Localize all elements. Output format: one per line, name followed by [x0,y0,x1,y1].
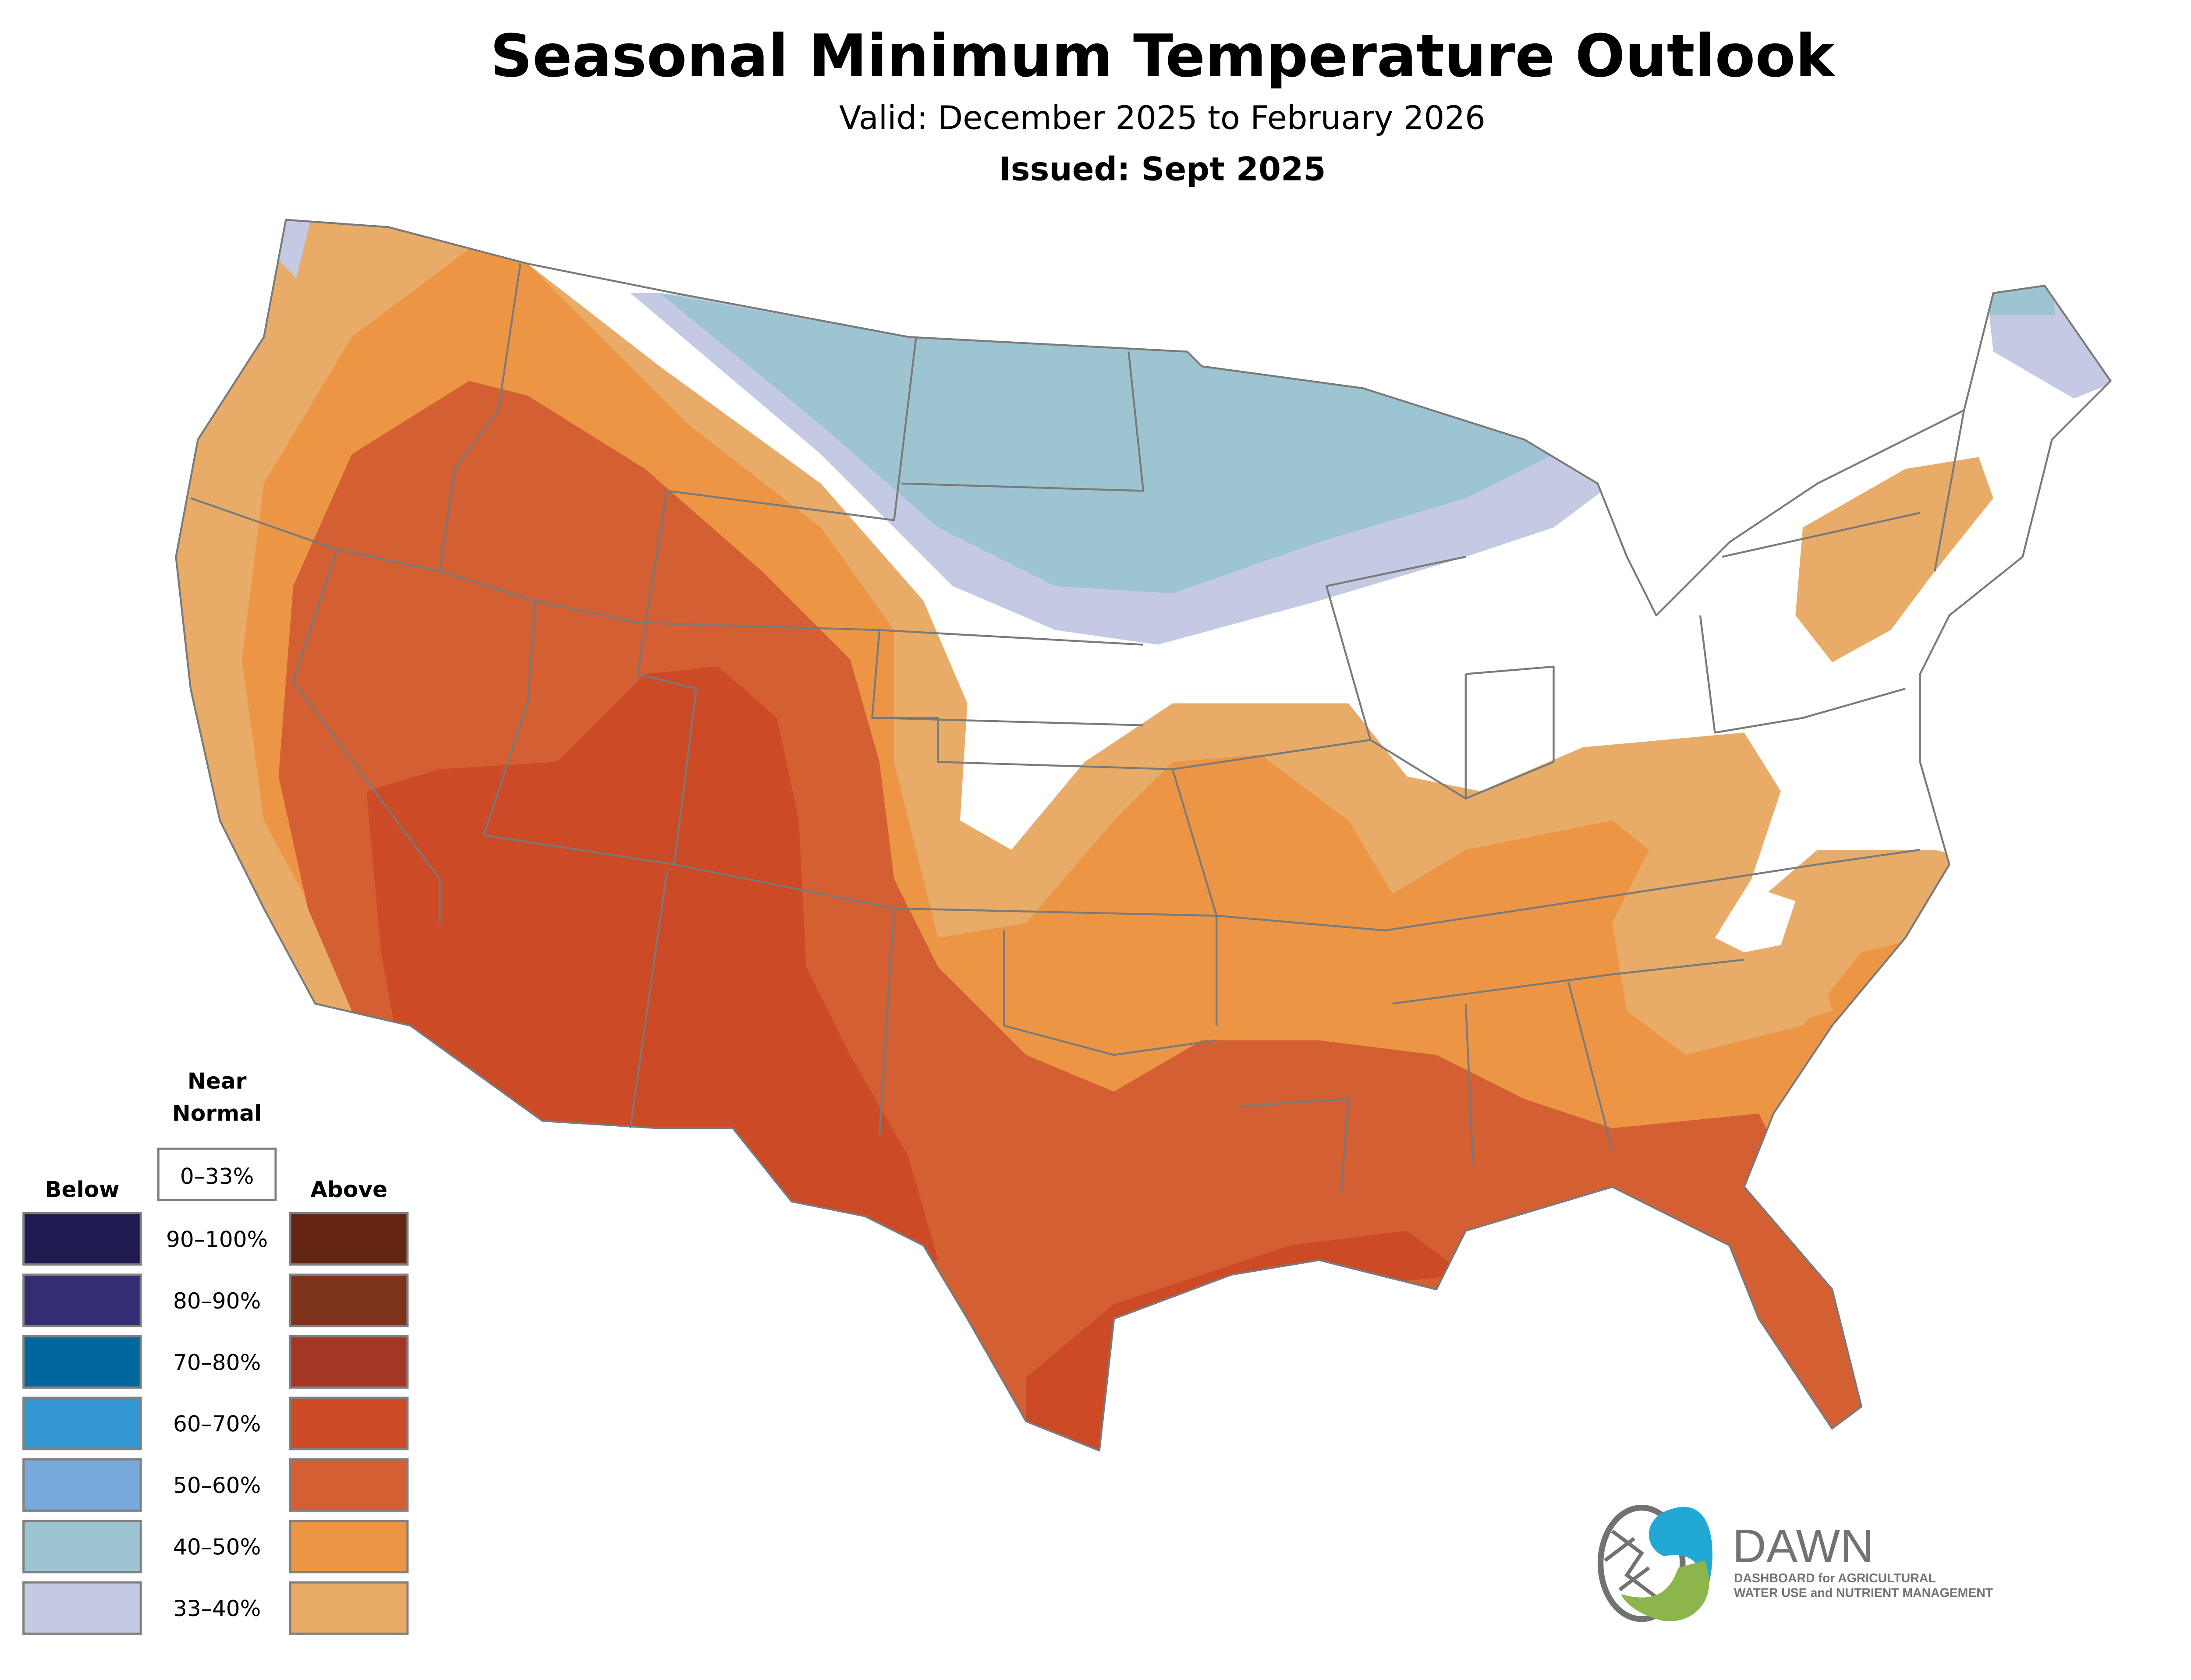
legend-below-swatch [22,1397,142,1450]
legend-near-normal-range: 0–33% [180,1163,254,1189]
legend-below-swatch [22,1581,142,1635]
us-map [147,220,2118,1465]
legend: Near Normal 0–33% Below Above 90–100% 80–… [22,1068,409,1635]
legend-below-swatch [22,1520,142,1574]
legend-range-label: 90–100% [166,1226,268,1252]
region-near-normal-carolinas [1715,886,1796,953]
legend-near-normal-title-2: Normal [172,1100,262,1126]
logo-line2: WATER USE and NUTRIENT MANAGEMENT [1734,1586,1993,1600]
legend-below-swatch [22,1273,142,1327]
region-above-33-40-southeast [1627,916,1832,1033]
valid-period: Valid: December 2025 to February 2026 [839,99,1485,137]
legend-range-label: 33–40% [173,1595,261,1621]
legend-range-label: 40–50% [173,1534,261,1560]
legend-above-swatch [289,1335,409,1389]
issued-date: Issued: Sept 2025 [999,151,1326,188]
legend-range-label: 80–90% [173,1288,261,1314]
legend-below-swatch [22,1335,142,1389]
legend-above-swatch [289,1273,409,1327]
legend-below-title: Below [45,1177,119,1203]
region-below-33-40-nw [275,219,311,279]
region-below-40-50-maine [1986,278,2055,315]
legend-range-label: 60–70% [173,1411,261,1437]
legend-near-normal-title: Near [188,1068,247,1094]
legend-below-swatch [22,1458,142,1512]
map-title: Seasonal Minimum Temperature Outlook [490,22,1836,90]
legend-range-label: 50–60% [173,1472,261,1498]
legend-above-swatch [289,1458,409,1512]
region-below-40-50 [659,293,1554,594]
logo-line1: DASHBOARD for AGRICULTURAL [1734,1571,1936,1585]
legend-above-swatch [289,1212,409,1266]
dawn-logo: DAWN DASHBOARD for AGRICULTURAL WATER US… [1597,1504,1993,1622]
legend-below-swatch [22,1212,142,1266]
legend-above-title: Above [310,1177,387,1203]
legend-above-swatch [289,1581,409,1635]
state-borders [190,263,1965,1195]
legend-near-normal-swatch [157,1147,277,1201]
region-above-33-40-northeast [1795,457,1993,662]
legend-above-swatch [289,1397,409,1450]
logo-name: DAWN [1733,1519,1874,1572]
legend-above-swatch [289,1520,409,1574]
legend-range-label: 70–80% [173,1349,261,1375]
